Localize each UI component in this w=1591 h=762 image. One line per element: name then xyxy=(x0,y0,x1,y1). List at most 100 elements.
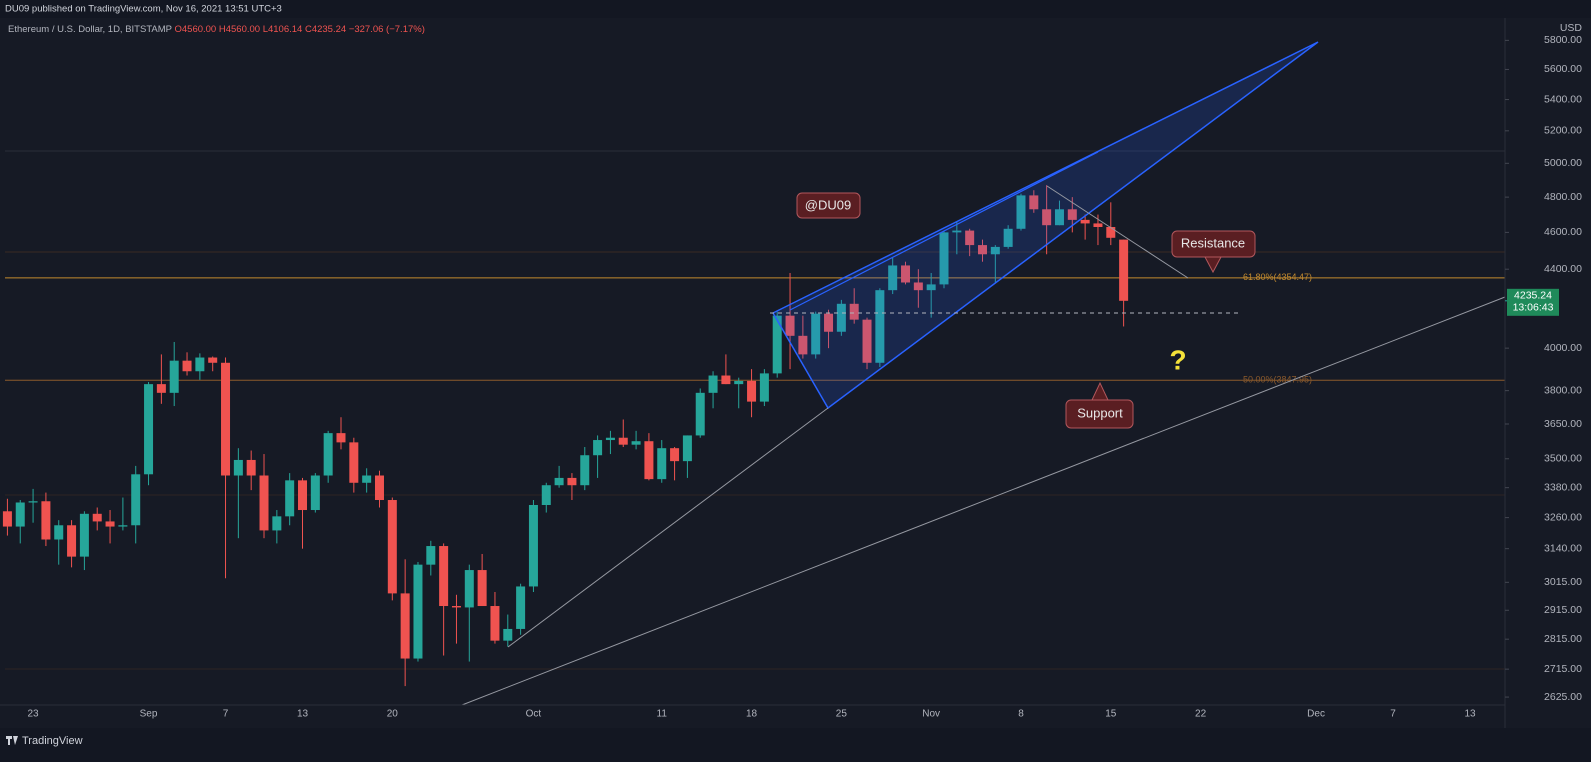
candle-body xyxy=(554,477,564,486)
x-tick-label: 7 xyxy=(1390,709,1396,720)
y-tick-label: 2815.00 xyxy=(1544,633,1582,645)
change-text: −327.06 (−7.17%) xyxy=(349,24,425,35)
candle-body xyxy=(977,245,987,255)
candle-body xyxy=(849,303,859,320)
candle-body xyxy=(901,265,911,283)
candle-body xyxy=(759,373,769,402)
top-bar xyxy=(0,0,1591,18)
resistance-pointer xyxy=(1204,256,1222,274)
candle-body xyxy=(1093,223,1103,227)
candle-body xyxy=(246,459,256,476)
x-tick-label: Oct xyxy=(526,709,542,720)
candle-body xyxy=(374,475,384,501)
candle-body xyxy=(567,477,577,486)
candle-body xyxy=(939,232,949,285)
x-tick-label: 23 xyxy=(28,709,40,720)
candle-body xyxy=(618,437,628,445)
candle-body xyxy=(516,586,526,629)
wedge-inner-line xyxy=(789,151,1099,311)
candle-body xyxy=(1119,239,1129,301)
footer-text: TradingView xyxy=(22,735,83,747)
candle-body xyxy=(1003,228,1013,247)
candle-body xyxy=(131,474,141,526)
y-tick-label: 2715.00 xyxy=(1544,663,1582,675)
candle-body xyxy=(1042,209,1052,226)
x-tick-label: 15 xyxy=(1105,709,1117,720)
candle-body xyxy=(349,442,359,483)
candles xyxy=(2,185,1129,687)
candle-body xyxy=(1106,226,1116,238)
y-tick-label: 5400.00 xyxy=(1544,93,1582,105)
candle-body xyxy=(426,546,436,565)
legend: Ethereum / U.S. Dollar, 1D, BITSTAMP O45… xyxy=(8,24,425,35)
candle-body xyxy=(118,525,128,527)
y-tick-label: 3260.00 xyxy=(1544,511,1582,523)
candle-body xyxy=(439,546,449,607)
resistance-text: Resistance xyxy=(1181,235,1245,250)
candle-body xyxy=(92,513,102,522)
candle-body xyxy=(772,315,782,374)
candle-body xyxy=(541,485,551,506)
candle-body xyxy=(605,437,615,441)
candle-body xyxy=(1067,209,1077,220)
y-tick-label: 2625.00 xyxy=(1544,691,1582,703)
candle-body xyxy=(721,375,731,385)
candle-body xyxy=(2,511,12,527)
callout-text: @DU09 xyxy=(805,197,851,212)
fib-levels: 61.80%(4354.47) 50.00%(3847.95) xyxy=(5,150,1505,670)
candle-body xyxy=(67,525,77,557)
candle-body xyxy=(477,570,487,607)
y-tick-label: 3140.00 xyxy=(1544,542,1582,554)
x-tick-label: 13 xyxy=(1464,709,1476,720)
candle-body xyxy=(413,564,423,659)
candle-body xyxy=(593,440,603,456)
y-tick-label: 3800.00 xyxy=(1544,384,1582,396)
candle-body xyxy=(785,315,795,336)
candle-body xyxy=(875,290,885,363)
support-pointer xyxy=(1091,381,1109,401)
candle-body xyxy=(400,593,410,659)
candle-body xyxy=(362,475,372,483)
candle-body xyxy=(105,521,115,527)
trend-line-long xyxy=(461,296,1506,706)
candle-body xyxy=(888,265,898,291)
candle-body xyxy=(387,500,397,594)
candle-body xyxy=(169,360,179,393)
y-tick-label: 3500.00 xyxy=(1544,453,1582,465)
y-tick-label: 5800.00 xyxy=(1544,34,1582,46)
candle-body xyxy=(913,282,923,291)
x-tick-label: Sep xyxy=(140,709,158,720)
trend-line xyxy=(507,407,829,648)
candle-body xyxy=(824,313,834,332)
candle-body xyxy=(1080,219,1090,224)
candle-body xyxy=(926,284,936,291)
x-tick-label: 25 xyxy=(836,709,848,720)
currency: USD xyxy=(1560,22,1583,34)
candle-body xyxy=(323,433,333,476)
candle-body xyxy=(734,380,744,385)
candle-body xyxy=(695,392,705,436)
candle-body xyxy=(708,375,718,393)
candle-body xyxy=(747,380,757,402)
y-tick-label: 2915.00 xyxy=(1544,604,1582,616)
candle-body xyxy=(41,501,51,540)
candle-body xyxy=(528,505,538,587)
candle-body xyxy=(259,475,269,531)
x-tick-label: Dec xyxy=(1307,709,1325,720)
candle-body xyxy=(28,501,38,503)
y-tick-label: 3650.00 xyxy=(1544,418,1582,430)
y-tick-label: 4800.00 xyxy=(1544,191,1582,203)
countdown: 13:06:43 xyxy=(1513,302,1554,314)
x-tick-label: 20 xyxy=(387,709,399,720)
candle-body xyxy=(195,357,205,372)
candle-body xyxy=(1029,195,1039,210)
candle-body xyxy=(798,335,808,355)
fib-label: 61.80%(4354.47) xyxy=(1243,272,1312,282)
logo xyxy=(6,736,18,745)
low-text: L4106.14 xyxy=(263,24,303,35)
candle-body xyxy=(836,303,846,332)
y-tick-label: 5200.00 xyxy=(1544,125,1582,137)
high-text: H4560.00 xyxy=(219,24,260,35)
candle-body xyxy=(285,480,295,517)
